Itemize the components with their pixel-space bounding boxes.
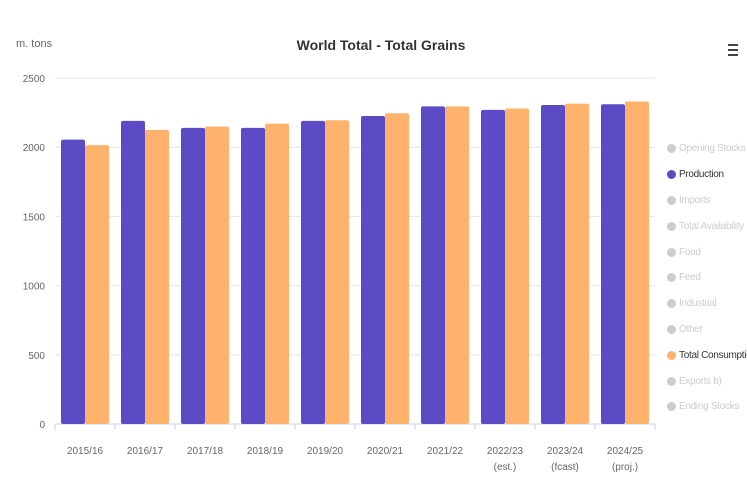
legend-label: Production (679, 169, 724, 181)
legend-item-exports-b[interactable]: Exports b) (667, 368, 747, 394)
bar-production[interactable] (301, 120, 325, 425)
legend-label: Imports (679, 194, 711, 206)
legend-marker-icon (667, 324, 676, 334)
legend-label: Total Consumption (679, 349, 747, 361)
legend-item-imports[interactable]: Imports (667, 188, 747, 214)
legend-marker-icon (667, 247, 676, 257)
y-tick-label: 1000 (23, 282, 46, 293)
legend-item-food[interactable]: Food (667, 239, 747, 265)
legend-item-total-availability[interactable]: Total Availability (667, 213, 747, 239)
legend-marker-icon (667, 170, 676, 180)
legend-marker-icon (667, 402, 676, 412)
bar-total-consumption[interactable] (145, 129, 169, 424)
legend-item-total-consumption[interactable]: Total Consumption (667, 342, 747, 368)
x-tick-label: (fcast) (551, 462, 579, 473)
y-tick-label: 2500 (23, 74, 46, 85)
legend-marker-icon (667, 195, 676, 205)
legend-label: Feed (679, 272, 701, 284)
x-tick-label: 2019/20 (307, 446, 344, 457)
y-axis-label: m. tons (16, 38, 53, 50)
x-tick-label: 2020/21 (367, 446, 404, 457)
legend-item-other[interactable]: Other (667, 317, 747, 343)
x-tick-label: 2015/16 (67, 446, 104, 457)
bar-production[interactable] (181, 127, 205, 424)
bar-total-consumption[interactable] (325, 120, 349, 424)
legend-item-opening-stocks[interactable]: Opening Stocks (667, 136, 747, 162)
legend-label: Food (679, 246, 701, 258)
y-tick-label: 2000 (23, 143, 46, 154)
bar-total-consumption[interactable] (385, 113, 409, 425)
bar-total-consumption[interactable] (265, 123, 289, 424)
bar-production[interactable] (61, 139, 85, 424)
legend-marker-icon (667, 376, 676, 386)
legend-label: Opening Stocks (679, 143, 746, 155)
bar-production[interactable] (481, 109, 505, 424)
x-tick-label: (est.) (494, 462, 517, 473)
bar-production[interactable] (541, 104, 565, 424)
legend-item-production[interactable]: Production (667, 162, 747, 188)
legend-item-ending-stocks[interactable]: Ending Stocks (667, 394, 747, 420)
x-tick-label: 2016/17 (127, 446, 164, 457)
x-tick-label: 2018/19 (247, 446, 284, 457)
y-tick-label: 0 (39, 420, 45, 431)
bar-production[interactable] (121, 120, 145, 425)
x-tick-label: 2017/18 (187, 446, 224, 457)
legend-marker-icon (667, 273, 676, 283)
bar-total-consumption[interactable] (205, 126, 229, 424)
x-tick-label: 2022/23 (487, 446, 524, 457)
x-tick-label: 2024/25 (607, 446, 644, 457)
bar-total-consumption[interactable] (445, 106, 469, 424)
bar-production[interactable] (241, 127, 265, 424)
bar-total-consumption[interactable] (625, 101, 649, 424)
legend-label: Exports b) (679, 375, 722, 387)
bar-production[interactable] (601, 104, 625, 425)
legend-marker-icon (667, 299, 676, 309)
bar-total-consumption[interactable] (565, 103, 589, 424)
bar-production[interactable] (361, 116, 385, 424)
legend: Opening Stocks Production Imports Total Ava… (667, 136, 747, 420)
bar-production[interactable] (421, 106, 445, 424)
legend-item-industrial[interactable]: Industrial (667, 291, 747, 317)
legend-marker-icon (667, 144, 676, 154)
legend-marker-icon (667, 221, 676, 231)
x-tick-label: (proj.) (612, 462, 638, 473)
legend-item-feed[interactable]: Feed (667, 265, 747, 291)
legend-label: Ending Stocks (679, 401, 740, 413)
bar-total-consumption[interactable] (85, 145, 109, 424)
y-tick-label: 1500 (23, 212, 46, 223)
y-tick-label: 500 (28, 351, 45, 362)
legend-label: Other (679, 323, 703, 335)
x-tick-label: 2023/24 (547, 446, 584, 457)
legend-marker-icon (667, 350, 676, 360)
x-tick-label: 2021/22 (427, 446, 464, 457)
chart-title: World Total - Total Grains (297, 37, 466, 53)
hamburger-menu-icon[interactable] (728, 44, 738, 59)
legend-label: Industrial (679, 298, 717, 310)
bar-total-consumption[interactable] (505, 108, 529, 424)
legend-label: Total Availability (679, 220, 745, 232)
